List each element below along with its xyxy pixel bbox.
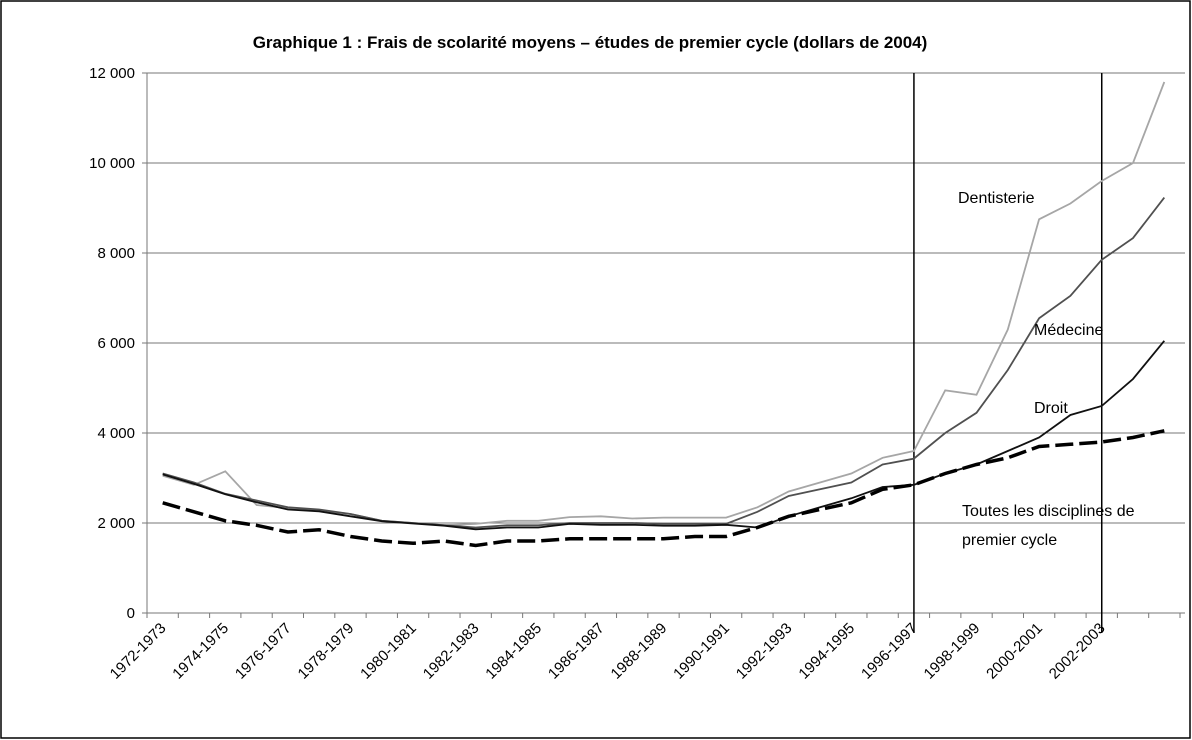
x-tick-label: 1976-1977 <box>232 620 295 683</box>
series-label: Dentisterie <box>958 190 1035 207</box>
x-tick-label: 1994-1995 <box>795 620 858 683</box>
x-tick-label: 1982-1983 <box>420 620 483 683</box>
x-tick-label: 1974-1975 <box>169 620 232 683</box>
y-tick-label: 6 000 <box>97 335 135 352</box>
chart-title: Graphique 1 : Frais de scolarité moyens … <box>252 33 928 52</box>
x-tick-label: 1990-1991 <box>670 620 733 683</box>
x-tick-label: 1978-1979 <box>295 620 358 683</box>
series-label: Droit <box>1034 400 1068 417</box>
series-line <box>162 197 1166 529</box>
y-tick-label: 4 000 <box>97 425 135 442</box>
x-tick-label: 1972-1973 <box>107 620 170 683</box>
y-tick-label: 8 000 <box>97 245 135 262</box>
x-tick-label: 1980-1981 <box>357 620 420 683</box>
series-label: Toutes les disciplines de premier cycle <box>962 503 1135 549</box>
y-tick-label: 0 <box>127 605 135 622</box>
series-line <box>162 429 1165 548</box>
series-line <box>162 340 1165 531</box>
y-tick-label: 12 000 <box>89 65 135 82</box>
x-tick-label: 2000-2001 <box>983 620 1046 683</box>
series-line <box>162 81 1166 527</box>
series-label: Médecine <box>1034 322 1104 339</box>
x-tick-label: 1984-1985 <box>482 620 545 683</box>
x-tick-label: 1992-1993 <box>733 620 796 683</box>
x-tick-label: 1996-1997 <box>858 620 921 683</box>
y-tick-label: 10 000 <box>89 155 135 172</box>
x-tick-label: 1988-1989 <box>608 620 671 683</box>
y-tick-label: 2 000 <box>97 515 135 532</box>
x-tick-label: 1986-1987 <box>545 620 608 683</box>
x-tick-label: 1998-1999 <box>921 620 984 683</box>
x-tick-label: 2002-2003 <box>1046 620 1109 683</box>
